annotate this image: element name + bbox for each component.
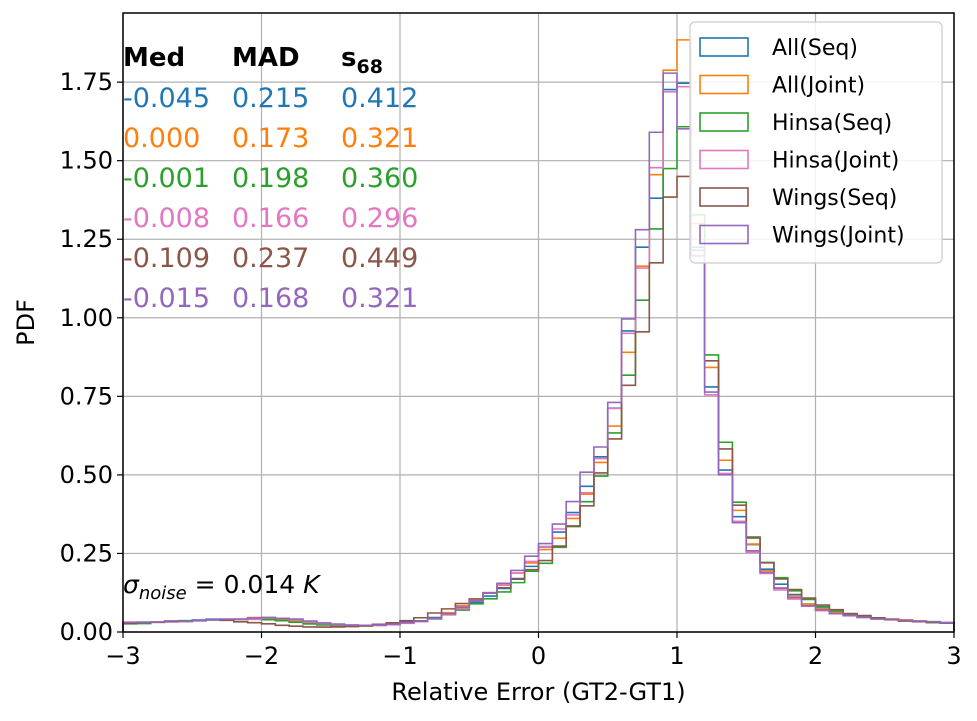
statistics-table: Med MAD s68 -0.045 0.215 0.412 0.000 0.173 0.321…	[123, 43, 418, 314]
legend: All(Seq) All(Joint) Hinsa(Seq) Hinsa(Joint)…	[689, 21, 943, 264]
y-axis-label: PDF	[12, 299, 40, 346]
legend-box	[689, 21, 943, 264]
y-tick-label: 1.00	[60, 304, 113, 332]
stats-value: -0.045	[123, 83, 210, 114]
y-tick-label: 0.25	[60, 539, 113, 567]
noise-annotation: σnoise = 0.014 K	[123, 570, 322, 604]
stats-value: 0.198	[232, 163, 309, 194]
stats-header-median: Med	[123, 43, 185, 73]
legend-swatch	[699, 187, 749, 207]
x-tick-label: −2	[244, 642, 279, 670]
legend-swatch	[699, 112, 749, 132]
stats-value: 0.215	[232, 83, 309, 114]
legend-swatch	[699, 37, 749, 57]
y-tick-label: 1.25	[60, 225, 113, 253]
x-tick-label: −1	[382, 642, 417, 670]
stats-value: 0.360	[341, 163, 418, 194]
legend-label: Wings(Seq)	[772, 186, 897, 211]
stats-value: 0.166	[232, 203, 309, 234]
histogram-series-4	[122, 175, 955, 632]
stats-value: 0.237	[232, 243, 309, 274]
x-tick-label: 0	[531, 642, 546, 670]
legend-label: All(Joint)	[772, 74, 865, 99]
x-tick-label: 1	[669, 642, 684, 670]
y-tick-label: 1.75	[60, 68, 113, 96]
stats-value: 0.000	[123, 123, 200, 154]
y-tick-label: 0.50	[60, 461, 113, 489]
axis-ticks: −3 −2 −1 0 1 2 3 0.00 0.25 0.50 0.75 1.00 1.25 1.50 1.…	[60, 68, 962, 670]
stats-value: -0.015	[123, 283, 210, 314]
y-tick-label: 1.50	[60, 147, 113, 175]
legend-swatch	[699, 74, 749, 95]
x-tick-label: −3	[105, 642, 140, 670]
legend-label: All(Seq)	[772, 36, 858, 61]
histogram-series-group	[122, 39, 955, 632]
histogram-series-5	[122, 72, 955, 632]
stats-value: 0.321	[341, 283, 418, 314]
stats-value: 0.168	[232, 283, 309, 314]
legend-swatch	[699, 224, 749, 245]
stats-value: -0.008	[123, 203, 210, 234]
x-axis-label: Relative Error (GT2-GT1)	[391, 678, 685, 706]
y-tick-label: 0.00	[60, 618, 113, 646]
stats-value: 0.296	[341, 203, 418, 234]
stats-header-mad: MAD	[232, 43, 300, 73]
legend-label: Hinsa(Seq)	[772, 111, 892, 136]
stats-value: 0.412	[341, 83, 418, 114]
y-tick-label: 0.75	[60, 382, 113, 410]
x-tick-label: 2	[808, 642, 823, 670]
stats-header-s68: s68	[341, 43, 383, 78]
stats-value: -0.109	[123, 243, 210, 274]
x-tick-label: 3	[946, 642, 961, 670]
stats-value: -0.001	[123, 163, 210, 194]
stats-value: 0.173	[232, 123, 309, 154]
stats-value: 0.321	[341, 123, 418, 154]
legend-swatch	[699, 149, 749, 170]
legend-label: Hinsa(Joint)	[772, 149, 899, 174]
legend-label: Wings(Joint)	[772, 224, 905, 249]
stats-value: 0.449	[341, 243, 418, 274]
